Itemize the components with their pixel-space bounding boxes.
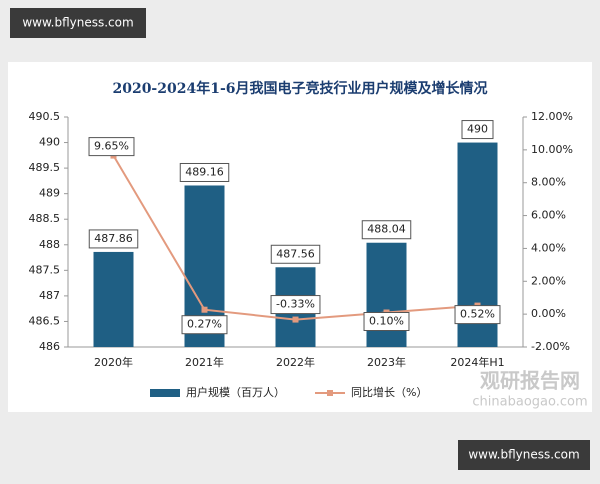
- bar-value-label: 487.56: [276, 247, 315, 260]
- y-tick-label: 486.5: [29, 314, 61, 327]
- bar: [366, 242, 407, 347]
- line-marker: [201, 306, 208, 313]
- watermark: 观研报告网: [480, 369, 580, 393]
- bar-value-label: 490: [467, 123, 488, 136]
- y2-tick-label: -2.00%: [531, 340, 570, 353]
- x-tick-label: 2024年H1: [450, 355, 504, 369]
- label-box: [179, 162, 230, 182]
- legend-swatch: [327, 390, 333, 396]
- y2-tick-label: 10.00%: [531, 143, 573, 156]
- bar-value-label: 487.86: [94, 232, 133, 245]
- x-tick-label: 2021年: [185, 355, 224, 369]
- line-value-label: 0.52%: [460, 308, 495, 321]
- y-tick-label: 488.5: [29, 212, 61, 225]
- y-tick-label: 486: [39, 340, 60, 353]
- x-tick-label: 2023年: [367, 355, 406, 369]
- label-box: [181, 315, 228, 335]
- y2-tick-label: 8.00%: [531, 176, 566, 189]
- watermark: www.bflyness.com: [22, 16, 133, 30]
- y-tick-label: 488: [39, 238, 60, 251]
- y-tick-label: 487: [39, 289, 60, 302]
- bar: [93, 251, 134, 347]
- x-tick-label: 2022年: [276, 355, 315, 369]
- y-tick-label: 487.5: [29, 263, 61, 276]
- label-box: [270, 244, 321, 264]
- label-box: [88, 229, 139, 249]
- line-value-label: 0.27%: [187, 318, 222, 331]
- line-marker: [292, 316, 299, 323]
- bar-value-label: 489.16: [185, 165, 224, 178]
- watermark: chinabaogao.com: [472, 395, 587, 410]
- label-box: [454, 305, 501, 325]
- y-tick-label: 490.5: [29, 110, 61, 123]
- y-tick-label: 490: [39, 136, 60, 149]
- y2-tick-label: 2.00%: [531, 274, 566, 287]
- legend-label: 用户规模（百万人）: [186, 385, 285, 399]
- label-box: [461, 120, 494, 140]
- bar-value-label: 488.04: [367, 223, 406, 236]
- watermark-box: [458, 440, 590, 470]
- label-box: [88, 137, 135, 157]
- line-value-label: 0.10%: [369, 315, 404, 328]
- y-tick-label: 489.5: [29, 161, 61, 174]
- x-tick-label: 2020年: [94, 355, 133, 369]
- legend-swatch: [150, 389, 180, 397]
- y2-tick-label: 0.00%: [531, 307, 566, 320]
- y-tick-label: 489: [39, 187, 60, 200]
- y2-tick-label: 4.00%: [531, 241, 566, 254]
- watermark: www.bflyness.com: [468, 448, 579, 462]
- line-value-label: 9.65%: [94, 140, 129, 153]
- watermark-box: [10, 8, 146, 38]
- legend-label: 同比增长（%）: [351, 385, 427, 399]
- label-box: [270, 295, 321, 315]
- y2-tick-label: 6.00%: [531, 209, 566, 222]
- line-value-label: -0.33%: [276, 298, 315, 311]
- y2-tick-label: 12.00%: [531, 110, 573, 123]
- label-box: [363, 312, 410, 331]
- label-box: [361, 220, 412, 240]
- chart-title: 2020-2024年1-6月我国电子竞技行业用户规模及增长情况: [112, 80, 487, 97]
